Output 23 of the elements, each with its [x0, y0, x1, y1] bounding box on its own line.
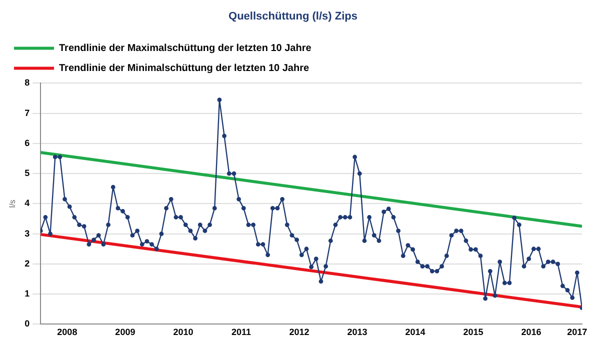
- x-tick-label: 2011: [231, 327, 251, 338]
- x-tick-label: 2017: [567, 327, 588, 338]
- x-tick-label: 2015: [463, 327, 484, 338]
- y-tick-label: 2: [24, 258, 30, 268]
- y-tick-label: 3: [24, 228, 30, 238]
- y-tick-label: 1: [24, 288, 30, 299]
- legend-label: Trendlinie der Maximalschüttung der letzten 10 Jahre: [59, 42, 312, 54]
- x-tick-label: 2012: [289, 327, 310, 338]
- chart-title: Quellschüttung (l/s) Zips: [228, 10, 358, 23]
- y-tick-label: 7: [24, 108, 30, 118]
- legend-label: Trendlinie der Minimalschüttung der letzten 10 Jahre: [59, 62, 310, 74]
- y-tick-label: 4: [24, 198, 30, 208]
- y-tick-label: 5: [24, 168, 30, 178]
- x-tick-label: 2016: [521, 327, 542, 338]
- x-tick-label: 2009: [115, 327, 136, 338]
- x-tick-label: 2008: [57, 327, 78, 338]
- x-tick-label: 2013: [347, 327, 368, 338]
- y-tick-label: 0: [24, 318, 30, 329]
- y-tick-label: 6: [24, 138, 30, 148]
- y-tick-label: 8: [24, 78, 30, 88]
- y-axis-title: l/s: [8, 200, 18, 208]
- x-tick-label: 2010: [173, 327, 194, 338]
- x-tick-label: 2014: [405, 327, 426, 338]
